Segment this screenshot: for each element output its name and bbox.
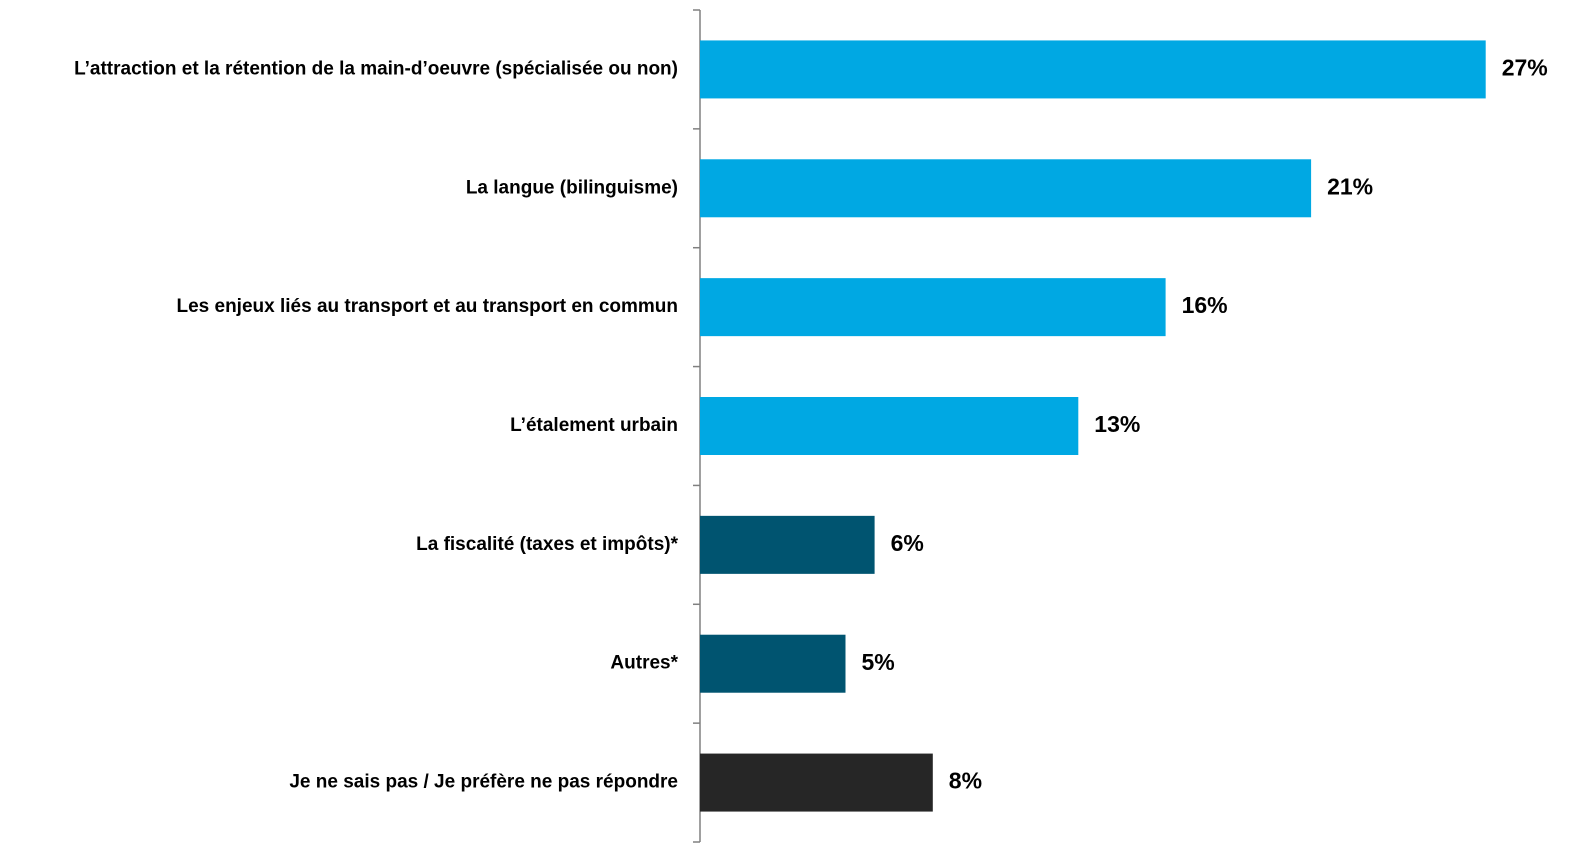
category-label: Autres* [610, 653, 678, 674]
bar [700, 159, 1312, 218]
category-label: La langue (bilinguisme) [466, 177, 678, 198]
value-label: 6% [891, 530, 924, 556]
value-label: 8% [949, 768, 982, 794]
value-label: 16% [1182, 292, 1228, 318]
bar [700, 753, 933, 812]
value-label: 27% [1502, 55, 1548, 81]
category-label: Les enjeux liés au transport et au trans… [176, 296, 678, 317]
value-label: 21% [1327, 173, 1373, 199]
bar [700, 397, 1079, 455]
bar [700, 515, 875, 574]
value-label: 5% [862, 649, 895, 675]
bar [700, 40, 1486, 99]
category-label: L’étalement urbain [510, 415, 678, 436]
category-label: La fiscalité (taxes et impôts)* [416, 534, 678, 555]
category-label: L’attraction et la rétention de la main-… [74, 58, 678, 79]
category-label: Je ne sais pas / Je préfère ne pas répon… [289, 772, 678, 793]
bar [700, 278, 1166, 337]
bar [700, 634, 846, 693]
value-label: 13% [1094, 411, 1140, 437]
